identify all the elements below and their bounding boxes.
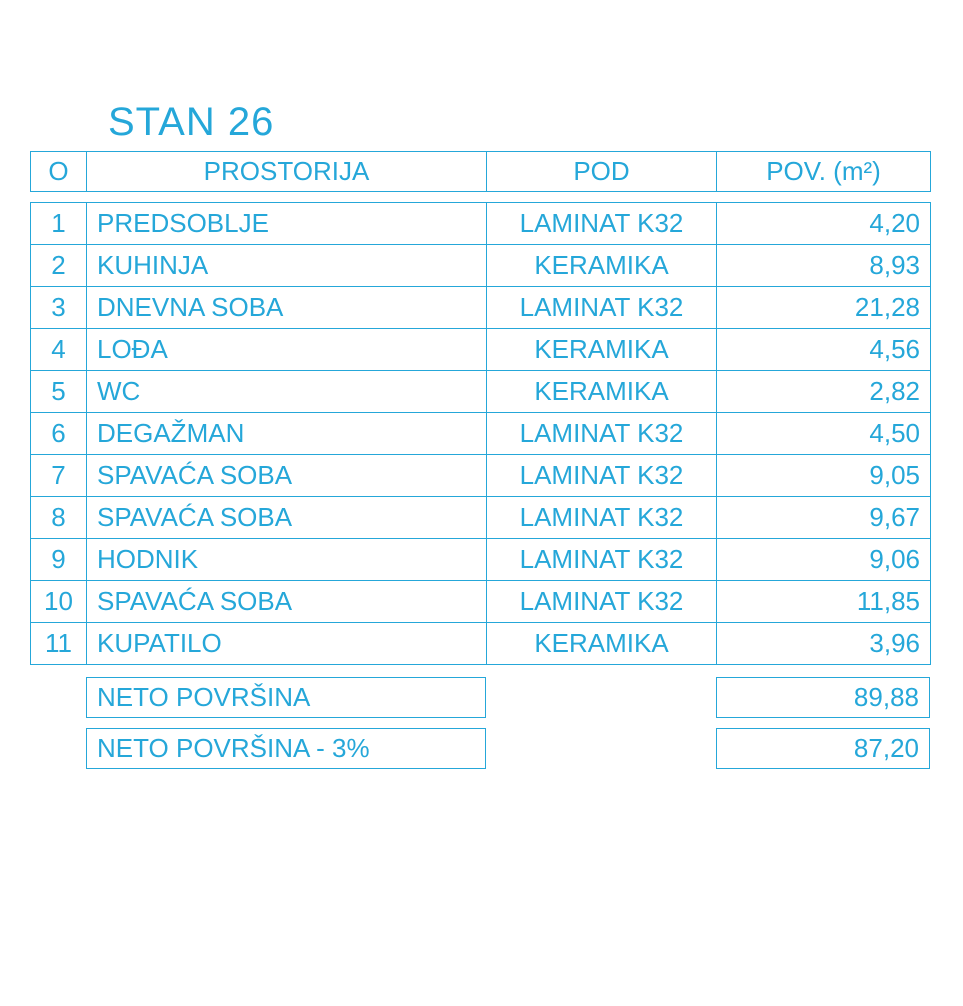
table-row: 2KUHINJAKERAMIKA8,93 (31, 245, 931, 287)
cell-pov: 11,85 (717, 581, 931, 623)
cell-o: 7 (31, 455, 87, 497)
cell-o: 3 (31, 287, 87, 329)
summary-label: NETO POVRŠINA (86, 677, 486, 718)
cell-pov: 4,50 (717, 413, 931, 455)
cell-prostorija: KUHINJA (87, 245, 487, 287)
cell-pod: LAMINAT K32 (487, 287, 717, 329)
cell-prostorija: DNEVNA SOBA (87, 287, 487, 329)
cell-o: 1 (31, 203, 87, 245)
cell-pod: LAMINAT K32 (487, 203, 717, 245)
table-row: 11KUPATILOKERAMIKA3,96 (31, 623, 931, 665)
cell-prostorija: KUPATILO (87, 623, 487, 665)
table-row: 3DNEVNA SOBALAMINAT K3221,28 (31, 287, 931, 329)
sheet-title: STAN 26 (108, 100, 933, 145)
summary-value: 89,88 (716, 677, 930, 718)
cell-pod: LAMINAT K32 (487, 539, 717, 581)
summary-value: 87,20 (716, 728, 930, 769)
cell-pod: KERAMIKA (487, 329, 717, 371)
table-row: 6DEGAŽMANLAMINAT K324,50 (31, 413, 931, 455)
table-row: 8SPAVAĆA SOBALAMINAT K329,67 (31, 497, 931, 539)
body-table: 1PREDSOBLJELAMINAT K324,202KUHINJAKERAMI… (30, 202, 931, 665)
cell-prostorija: SPAVAĆA SOBA (87, 497, 487, 539)
header-o: O (31, 152, 87, 192)
cell-prostorija: DEGAŽMAN (87, 413, 487, 455)
table-row: 1PREDSOBLJELAMINAT K324,20 (31, 203, 931, 245)
cell-o: 6 (31, 413, 87, 455)
cell-o: 9 (31, 539, 87, 581)
cell-o: 11 (31, 623, 87, 665)
cell-pov: 9,06 (717, 539, 931, 581)
cell-o: 2 (31, 245, 87, 287)
summary-row: NETO POVRŠINA 89,88 (30, 677, 930, 718)
cell-prostorija: SPAVAĆA SOBA (87, 455, 487, 497)
summary-block: NETO POVRŠINA 89,88 NETO POVRŠINA - 3% 87,2… (30, 677, 930, 769)
cell-prostorija: SPAVAĆA SOBA (87, 581, 487, 623)
table-row: 7SPAVAĆA SOBALAMINAT K329,05 (31, 455, 931, 497)
header-pov: POV. (m²) (717, 152, 931, 192)
cell-pov: 3,96 (717, 623, 931, 665)
cell-prostorija: WC (87, 371, 487, 413)
cell-pov: 9,67 (717, 497, 931, 539)
header-row: O PROSTORIJA POD POV. (m²) (31, 152, 931, 192)
summary-label: NETO POVRŠINA - 3% (86, 728, 486, 769)
cell-pod: KERAMIKA (487, 623, 717, 665)
cell-pov: 8,93 (717, 245, 931, 287)
cell-pod: KERAMIKA (487, 371, 717, 413)
room-schedule-sheet: STAN 26 O PROSTORIJA POD POV. (m²) 1PRED… (0, 0, 963, 769)
cell-prostorija: LOĐA (87, 329, 487, 371)
cell-pov: 4,20 (717, 203, 931, 245)
cell-pov: 2,82 (717, 371, 931, 413)
cell-o: 4 (31, 329, 87, 371)
cell-o: 10 (31, 581, 87, 623)
cell-pod: LAMINAT K32 (487, 455, 717, 497)
cell-pod: KERAMIKA (487, 245, 717, 287)
cell-pod: LAMINAT K32 (487, 581, 717, 623)
cell-prostorija: PREDSOBLJE (87, 203, 487, 245)
table-row: 10SPAVAĆA SOBALAMINAT K3211,85 (31, 581, 931, 623)
cell-pov: 21,28 (717, 287, 931, 329)
cell-pov: 4,56 (717, 329, 931, 371)
header-prostorija: PROSTORIJA (87, 152, 487, 192)
cell-o: 5 (31, 371, 87, 413)
cell-prostorija: HODNIK (87, 539, 487, 581)
header-table: O PROSTORIJA POD POV. (m²) (30, 151, 931, 192)
table-row: 5WCKERAMIKA2,82 (31, 371, 931, 413)
table-row: 9HODNIKLAMINAT K329,06 (31, 539, 931, 581)
cell-pod: LAMINAT K32 (487, 497, 717, 539)
table-row: 4LOĐAKERAMIKA4,56 (31, 329, 931, 371)
summary-row: NETO POVRŠINA - 3% 87,20 (30, 728, 930, 769)
cell-pod: LAMINAT K32 (487, 413, 717, 455)
header-pod: POD (487, 152, 717, 192)
cell-pov: 9,05 (717, 455, 931, 497)
cell-o: 8 (31, 497, 87, 539)
